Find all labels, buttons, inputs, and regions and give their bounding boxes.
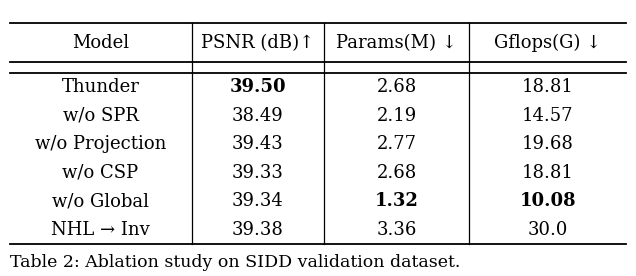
Text: Thunder: Thunder — [62, 78, 139, 96]
Text: 10.08: 10.08 — [520, 192, 576, 211]
Text: Params(M) ↓: Params(M) ↓ — [336, 34, 457, 52]
Text: w/o Projection: w/o Projection — [35, 136, 166, 153]
Text: 14.57: 14.57 — [522, 107, 574, 125]
Text: 19.68: 19.68 — [522, 136, 574, 153]
Text: 39.38: 39.38 — [232, 221, 284, 239]
Text: Table 2: Ablation study on SIDD validation dataset.: Table 2: Ablation study on SIDD validati… — [10, 254, 460, 271]
Text: 39.50: 39.50 — [230, 78, 286, 96]
Text: w/o SPR: w/o SPR — [62, 107, 139, 125]
Text: 39.33: 39.33 — [232, 164, 284, 182]
Text: 2.68: 2.68 — [377, 78, 417, 96]
Text: w/o Global: w/o Global — [52, 192, 149, 211]
Text: w/o CSP: w/o CSP — [62, 164, 139, 182]
Text: Model: Model — [72, 34, 129, 52]
Text: 2.19: 2.19 — [377, 107, 417, 125]
Text: 39.43: 39.43 — [232, 136, 284, 153]
Text: 39.34: 39.34 — [232, 192, 284, 211]
Text: 1.32: 1.32 — [375, 192, 418, 211]
Text: 30.0: 30.0 — [528, 221, 568, 239]
Text: Gflops(G) ↓: Gflops(G) ↓ — [494, 34, 602, 52]
Text: 2.68: 2.68 — [377, 164, 417, 182]
Text: 18.81: 18.81 — [522, 78, 574, 96]
Text: 3.36: 3.36 — [377, 221, 417, 239]
Text: 2.77: 2.77 — [377, 136, 417, 153]
Text: 18.81: 18.81 — [522, 164, 574, 182]
Text: PSNR (dB)↑: PSNR (dB)↑ — [201, 34, 314, 52]
Text: 38.49: 38.49 — [232, 107, 284, 125]
Text: NHL → Inv: NHL → Inv — [51, 221, 150, 239]
